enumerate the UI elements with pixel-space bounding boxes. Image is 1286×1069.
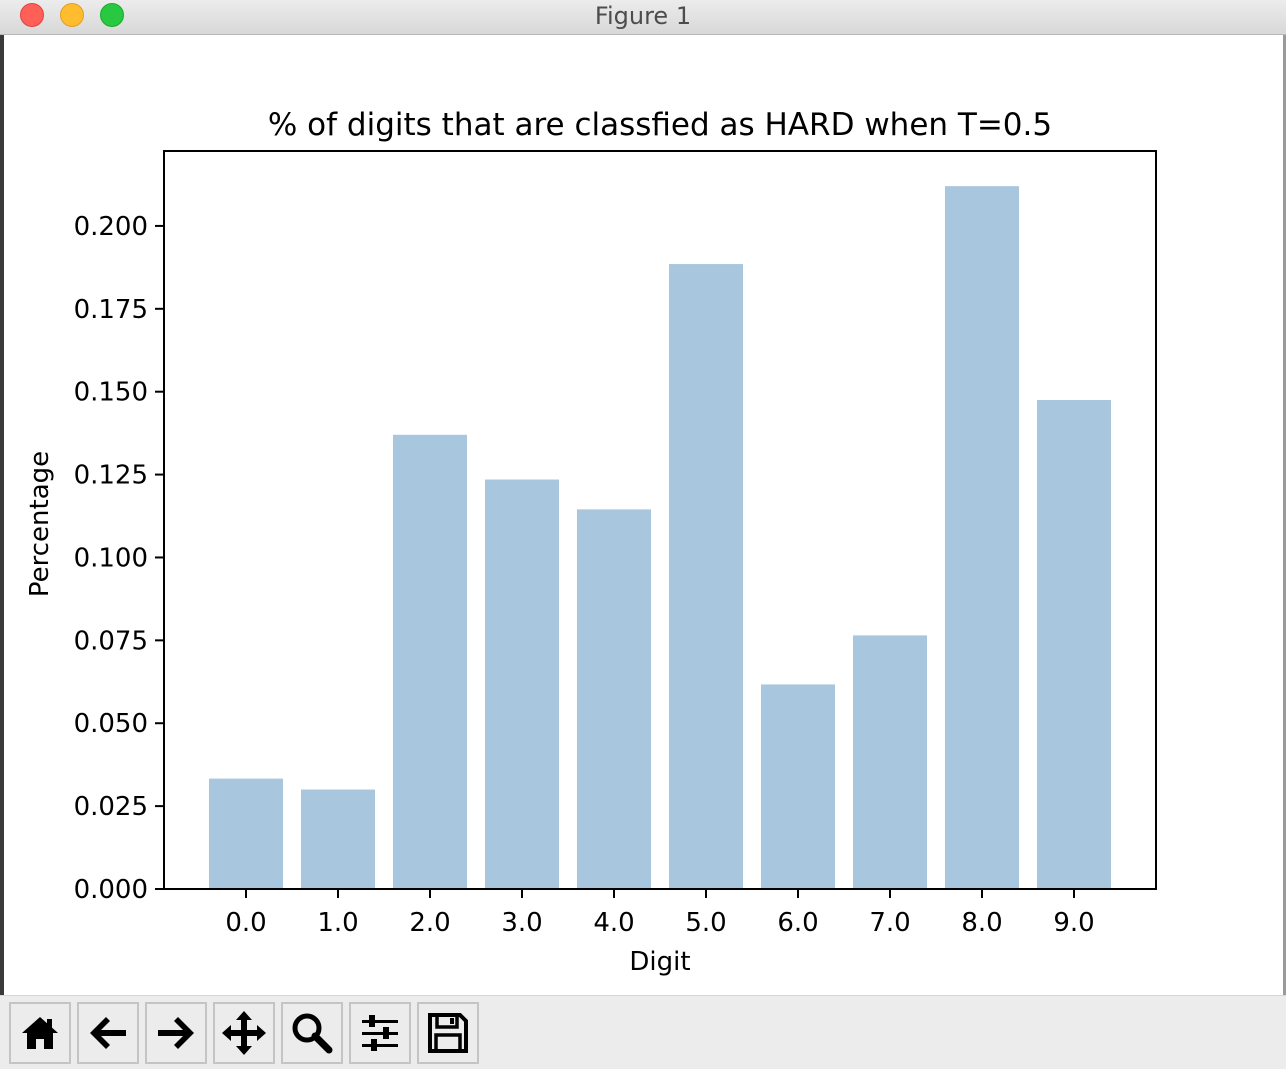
- y-tick-label: 0.125: [74, 461, 148, 491]
- bar-5.0: [669, 264, 743, 889]
- sliders-icon: [362, 1015, 398, 1051]
- x-tick-label: 0.0: [225, 908, 266, 938]
- home-icon: [22, 1017, 58, 1049]
- bar-0.0: [209, 778, 283, 889]
- x-tick-label: 5.0: [685, 908, 726, 938]
- configure-subplots-button[interactable]: [349, 1002, 411, 1064]
- move-icon: [222, 1011, 266, 1055]
- x-tick-label: 2.0: [409, 908, 450, 938]
- bar-7.0: [853, 635, 927, 889]
- bar-8.0: [945, 186, 1019, 890]
- x-tick-label: 8.0: [961, 908, 1002, 938]
- bar-2.0: [393, 434, 467, 889]
- bars-group: [209, 186, 1111, 890]
- forward-button[interactable]: [145, 1002, 207, 1064]
- bar-chart: % of digits that are classfied as HARD w…: [25, 107, 1157, 977]
- y-tick-label: 0.000: [74, 875, 148, 905]
- window-title: Figure 1: [594, 2, 692, 30]
- floppy-disk-icon: [428, 1013, 468, 1053]
- plot-frame: [163, 150, 1157, 890]
- save-button[interactable]: [417, 1002, 479, 1064]
- y-axis: 0.000 0.025 0.050 0.075 0.100 0.125 0.150 0.175…: [74, 212, 164, 905]
- x-axis-label: Digit: [629, 947, 690, 977]
- bar-1.0: [301, 789, 375, 889]
- window-right-edge: [1283, 35, 1286, 995]
- y-tick-label: 0.200: [74, 212, 148, 242]
- back-button[interactable]: [77, 1002, 139, 1064]
- chart-title: % of digits that are classfied as HARD w…: [268, 107, 1052, 143]
- close-window-button[interactable]: [20, 3, 44, 27]
- x-tick-label: 4.0: [593, 908, 634, 938]
- maximize-window-button[interactable]: [100, 3, 124, 27]
- x-axis: 0.0 1.0 2.0 3.0 4.0 5.0 6.0 7.0 8.0 9.0: [225, 889, 1095, 938]
- bar-6.0: [761, 684, 835, 889]
- y-tick-label: 0.050: [74, 709, 148, 739]
- bar-9.0: [1037, 399, 1111, 889]
- window-left-edge: [0, 35, 4, 995]
- minimize-window-button[interactable]: [60, 3, 84, 27]
- x-tick-label: 1.0: [317, 908, 358, 938]
- y-tick-label: 0.100: [74, 543, 148, 573]
- y-axis-label: Percentage: [25, 451, 55, 597]
- bar-3.0: [485, 479, 559, 889]
- arrow-right-icon: [158, 1017, 194, 1049]
- x-tick-label: 7.0: [869, 908, 910, 938]
- magnifier-icon: [292, 1013, 333, 1054]
- zoom-button[interactable]: [281, 1002, 343, 1064]
- y-tick-label: 0.150: [74, 378, 148, 408]
- x-tick-label: 3.0: [501, 908, 542, 938]
- arrow-left-icon: [90, 1017, 126, 1049]
- bar-4.0: [577, 509, 651, 889]
- y-tick-label: 0.175: [74, 295, 148, 325]
- pan-button[interactable]: [213, 1002, 275, 1064]
- y-tick-label: 0.075: [74, 626, 148, 656]
- navigation-toolbar: [0, 995, 1286, 1069]
- home-button[interactable]: [9, 1002, 71, 1064]
- x-tick-label: 9.0: [1053, 908, 1094, 938]
- title-bar: Figure 1: [0, 0, 1286, 35]
- x-tick-label: 6.0: [777, 908, 818, 938]
- y-tick-label: 0.025: [74, 792, 148, 822]
